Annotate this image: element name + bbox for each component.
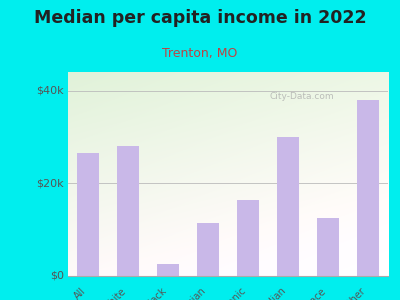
Text: $0: $0 (50, 271, 64, 281)
Bar (197, 223, 219, 276)
Bar (237, 200, 259, 276)
Bar (277, 137, 299, 276)
Bar (117, 146, 139, 276)
Bar (157, 264, 179, 276)
Bar (357, 100, 379, 276)
Text: Trenton, MO: Trenton, MO (162, 46, 238, 59)
Text: $20k: $20k (36, 178, 64, 188)
Bar (317, 218, 339, 276)
Text: $40k: $40k (36, 85, 64, 95)
Text: City-Data.com: City-Data.com (269, 92, 334, 101)
Text: Median per capita income in 2022: Median per capita income in 2022 (34, 9, 366, 27)
Bar (77, 153, 99, 276)
